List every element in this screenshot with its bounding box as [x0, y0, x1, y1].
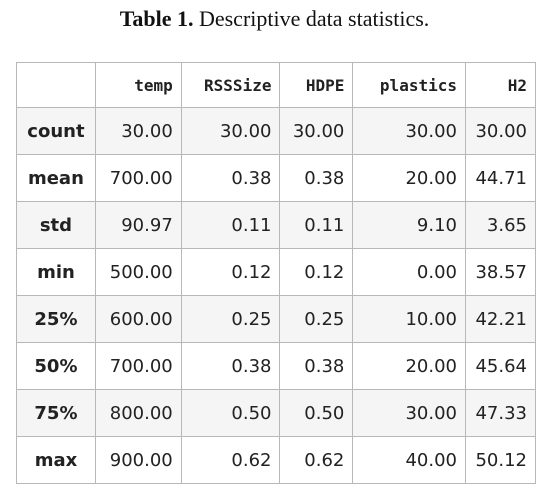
table-cell: 500.00 — [94, 248, 182, 296]
table-cell: 30.00 — [352, 107, 466, 155]
table-cell: 20.00 — [352, 154, 466, 202]
table-row: mean 700.00 0.38 0.38 20.00 44.71 — [16, 154, 537, 202]
corner-cell — [16, 62, 96, 108]
table-cell: 0.38 — [279, 342, 354, 390]
table-cell: 90.97 — [94, 201, 182, 249]
row-label: min — [16, 248, 96, 296]
caption-label: Table 1. — [119, 6, 194, 31]
row-label: std — [16, 201, 96, 249]
row-label: 25% — [16, 295, 96, 343]
table-cell: 3.65 — [464, 201, 537, 249]
table-cell: 10.00 — [352, 295, 466, 343]
table-cell: 50.12 — [464, 436, 537, 484]
row-label: mean — [16, 154, 96, 202]
table-cell: 900.00 — [94, 436, 182, 484]
table-cell: 0.11 — [180, 201, 281, 249]
table-cell: 30.00 — [352, 389, 466, 437]
header-row: temp RSSSize HDPE plastics H2 — [16, 62, 537, 108]
column-header: plastics — [352, 62, 466, 108]
table-cell: 30.00 — [94, 107, 182, 155]
caption: Table 1. Descriptive data statistics. — [0, 6, 549, 32]
table-cell: 600.00 — [94, 295, 182, 343]
row-label: max — [16, 436, 96, 484]
table-cell: 0.12 — [180, 248, 281, 296]
table-cell: 47.33 — [464, 389, 537, 437]
column-header: temp — [94, 62, 182, 108]
table-cell: 30.00 — [180, 107, 281, 155]
table-cell: 700.00 — [94, 154, 182, 202]
table-cell: 20.00 — [352, 342, 466, 390]
table-cell: 45.64 — [464, 342, 537, 390]
table-cell: 700.00 — [94, 342, 182, 390]
row-label: 50% — [16, 342, 96, 390]
table-cell: 30.00 — [279, 107, 354, 155]
table-cell: 38.57 — [464, 248, 537, 296]
table-cell: 0.25 — [180, 295, 281, 343]
row-label: count — [16, 107, 96, 155]
table-cell: 0.11 — [279, 201, 354, 249]
table-cell: 0.25 — [279, 295, 354, 343]
table-row: min 500.00 0.12 0.12 0.00 38.57 — [16, 248, 537, 296]
table-cell: 0.50 — [180, 389, 281, 437]
table-cell: 0.50 — [279, 389, 354, 437]
column-header: H2 — [464, 62, 537, 108]
table-cell: 40.00 — [352, 436, 466, 484]
table-cell: 44.71 — [464, 154, 537, 202]
table-row: max 900.00 0.62 0.62 40.00 50.12 — [16, 436, 537, 484]
table-cell: 0.00 — [352, 248, 466, 296]
table-cell: 0.12 — [279, 248, 354, 296]
table-row: 50% 700.00 0.38 0.38 20.00 45.64 — [16, 342, 537, 390]
table-cell: 0.38 — [180, 342, 281, 390]
stats-table: temp RSSSize HDPE plastics H2 count 30.00 30.00… — [16, 62, 537, 484]
table-row: std 90.97 0.11 0.11 9.10 3.65 — [16, 201, 537, 249]
table-cell: 0.62 — [279, 436, 354, 484]
table-row: 75% 800.00 0.50 0.50 30.00 47.33 — [16, 389, 537, 437]
table-row: count 30.00 30.00 30.00 30.00 30.00 — [16, 107, 537, 155]
table-cell: 800.00 — [94, 389, 182, 437]
row-label: 75% — [16, 389, 96, 437]
column-header: RSSSize — [180, 62, 281, 108]
table-cell: 42.21 — [464, 295, 537, 343]
table-row: 25% 600.00 0.25 0.25 10.00 42.21 — [16, 295, 537, 343]
table-cell: 30.00 — [464, 107, 537, 155]
table-cell: 0.62 — [180, 436, 281, 484]
caption-text: Descriptive data statistics. — [198, 6, 430, 31]
table-cell: 0.38 — [180, 154, 281, 202]
table-cell: 9.10 — [352, 201, 466, 249]
table-cell: 0.38 — [279, 154, 354, 202]
column-header: HDPE — [279, 62, 354, 108]
